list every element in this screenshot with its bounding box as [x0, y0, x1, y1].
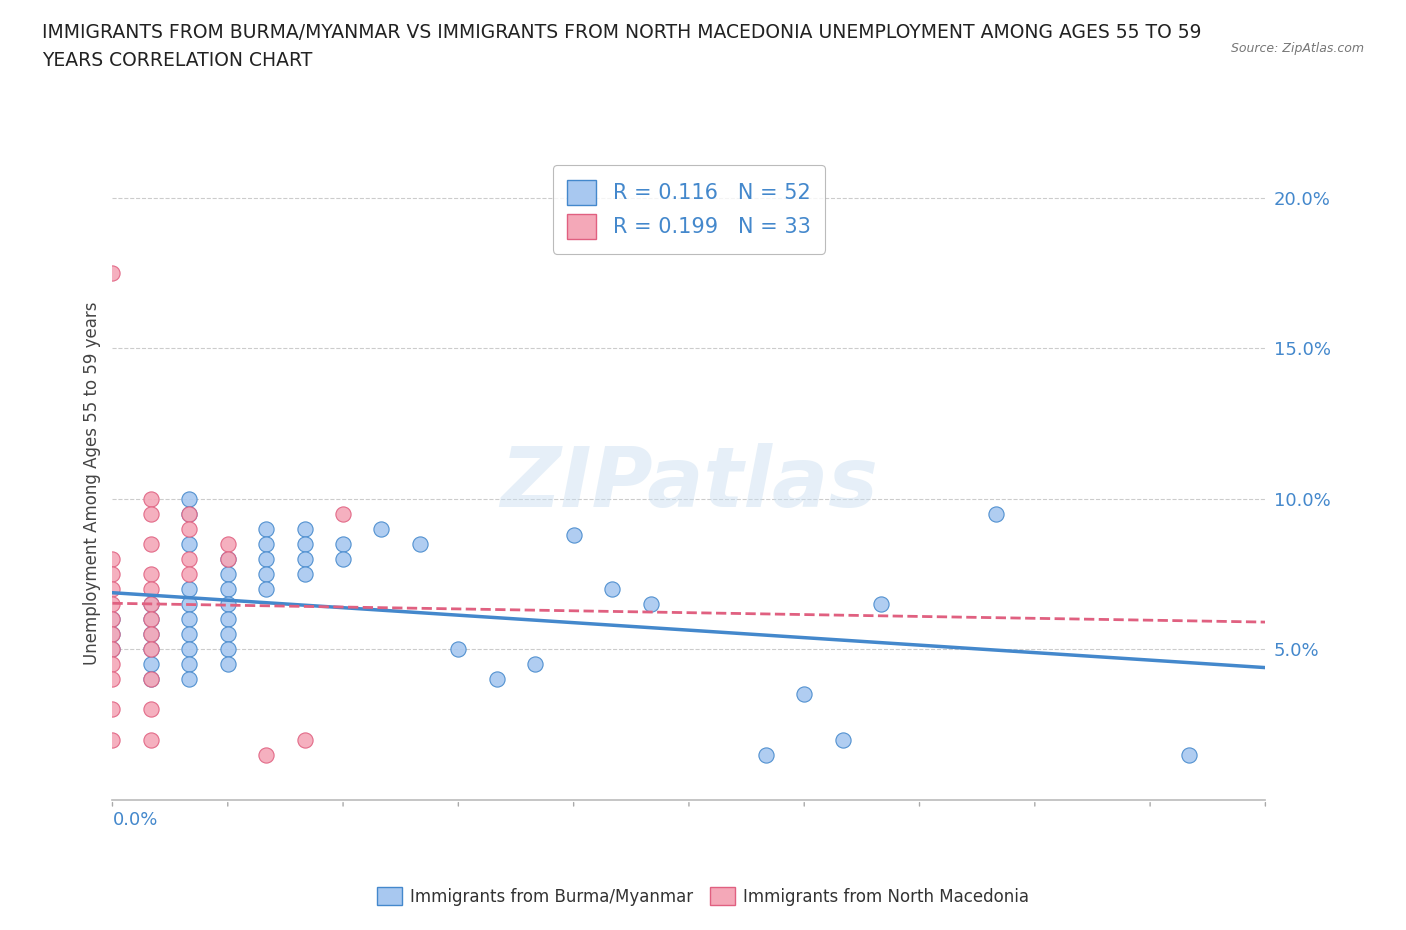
Point	[217, 657, 239, 671]
Point	[101, 657, 124, 671]
Point	[217, 551, 239, 566]
Legend: R = 0.116   N = 52, R = 0.199   N = 33: R = 0.116 N = 52, R = 0.199 N = 33	[553, 166, 825, 254]
Point	[179, 671, 201, 686]
Legend: Immigrants from Burma/Myanmar, Immigrants from North Macedonia: Immigrants from Burma/Myanmar, Immigrant…	[370, 881, 1036, 912]
Point	[139, 506, 162, 521]
Point	[254, 522, 277, 537]
Point	[254, 566, 277, 581]
Point	[179, 627, 201, 642]
Point	[294, 537, 316, 551]
Point	[1177, 747, 1199, 762]
Point	[217, 597, 239, 612]
Point	[101, 642, 124, 657]
Point	[793, 687, 815, 702]
Point	[101, 627, 124, 642]
Point	[179, 551, 201, 566]
Point	[524, 657, 547, 671]
Point	[332, 537, 354, 551]
Point	[101, 702, 124, 717]
Point	[332, 551, 354, 566]
Point	[139, 702, 162, 717]
Point	[179, 506, 201, 521]
Point	[139, 612, 162, 627]
Point	[139, 732, 162, 747]
Text: 0.0%: 0.0%	[112, 811, 157, 830]
Point	[179, 537, 201, 551]
Point	[101, 551, 124, 566]
Point	[562, 527, 585, 542]
Point	[831, 732, 853, 747]
Point	[179, 522, 201, 537]
Point	[217, 537, 239, 551]
Point	[370, 522, 392, 537]
Point	[101, 597, 124, 612]
Point	[179, 612, 201, 627]
Text: IMMIGRANTS FROM BURMA/MYANMAR VS IMMIGRANTS FROM NORTH MACEDONIA UNEMPLOYMENT AM: IMMIGRANTS FROM BURMA/MYANMAR VS IMMIGRA…	[42, 23, 1202, 42]
Point	[139, 597, 162, 612]
Point	[139, 612, 162, 627]
Point	[217, 642, 239, 657]
Text: Source: ZipAtlas.com: Source: ZipAtlas.com	[1230, 42, 1364, 55]
Point	[139, 642, 162, 657]
Point	[485, 671, 508, 686]
Point	[101, 612, 124, 627]
Point	[294, 551, 316, 566]
Point	[217, 566, 239, 581]
Point	[139, 627, 162, 642]
Point	[254, 551, 277, 566]
Point	[217, 551, 239, 566]
Point	[179, 597, 201, 612]
Point	[332, 506, 354, 521]
Point	[254, 581, 277, 596]
Point	[139, 566, 162, 581]
Point	[986, 506, 1008, 521]
Point	[179, 491, 201, 506]
Point	[139, 491, 162, 506]
Point	[101, 265, 124, 280]
Point	[179, 566, 201, 581]
Point	[217, 627, 239, 642]
Point	[139, 537, 162, 551]
Point	[139, 581, 162, 596]
Point	[254, 747, 277, 762]
Point	[294, 732, 316, 747]
Point	[179, 642, 201, 657]
Point	[101, 671, 124, 686]
Point	[101, 732, 124, 747]
Point	[139, 642, 162, 657]
Point	[101, 581, 124, 596]
Point	[101, 627, 124, 642]
Point	[101, 642, 124, 657]
Point	[179, 506, 201, 521]
Point	[139, 597, 162, 612]
Text: YEARS CORRELATION CHART: YEARS CORRELATION CHART	[42, 51, 312, 70]
Point	[294, 566, 316, 581]
Point	[139, 627, 162, 642]
Point	[179, 657, 201, 671]
Point	[600, 581, 623, 596]
Point	[254, 537, 277, 551]
Point	[447, 642, 470, 657]
Point	[409, 537, 432, 551]
Point	[755, 747, 778, 762]
Point	[640, 597, 662, 612]
Point	[139, 671, 162, 686]
Point	[101, 612, 124, 627]
Point	[179, 581, 201, 596]
Point	[870, 597, 893, 612]
Point	[101, 566, 124, 581]
Text: ZIPatlas: ZIPatlas	[501, 443, 877, 525]
Point	[294, 522, 316, 537]
Y-axis label: Unemployment Among Ages 55 to 59 years: Unemployment Among Ages 55 to 59 years	[83, 302, 101, 665]
Point	[217, 612, 239, 627]
Point	[139, 671, 162, 686]
Point	[217, 581, 239, 596]
Point	[139, 657, 162, 671]
